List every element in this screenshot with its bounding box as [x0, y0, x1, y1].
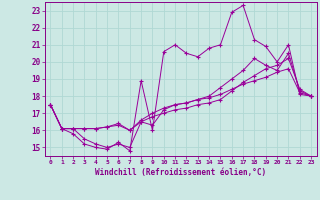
X-axis label: Windchill (Refroidissement éolien,°C): Windchill (Refroidissement éolien,°C)	[95, 168, 266, 177]
